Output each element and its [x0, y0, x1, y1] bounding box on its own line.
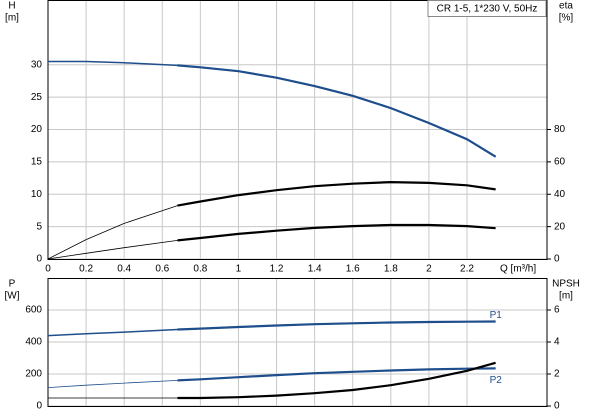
plot-frame: [47, 0, 548, 260]
y-axis-unit: [W]: [5, 291, 20, 302]
x-tick-label: 1.8: [384, 264, 398, 275]
curve-duty-range: [177, 223, 496, 242]
y-tick-label: 5: [36, 221, 42, 232]
y-tick-label: 30: [31, 59, 43, 70]
legend-box: [427, 0, 547, 17]
plot-frame: [47, 278, 548, 407]
curve-duty-range: [177, 320, 496, 331]
y2-tick-label: 4: [554, 337, 560, 348]
y2-tick-label: 0: [554, 401, 560, 412]
y2-tick-label: 20: [554, 221, 566, 232]
y2-axis-unit: [m]: [559, 291, 573, 302]
y-axis-label: P: [9, 279, 16, 290]
y-tick-label: 200: [25, 369, 42, 380]
x-axis-label: Q [m³/h]: [500, 264, 536, 275]
curve-duty-range: [177, 64, 497, 158]
x-tick-label: 0.6: [155, 264, 169, 275]
y2-tick-label: 60: [554, 157, 566, 168]
x-tick-label: 2: [426, 264, 432, 275]
y-tick-label: 0: [36, 401, 42, 412]
legend-text: CR 1-5, 1*230 V, 50Hz: [437, 4, 538, 15]
x-tick-label: 1.4: [308, 264, 322, 275]
x-tick-label: 1.6: [346, 264, 360, 275]
x-tick-label: 2.2: [460, 264, 474, 275]
y2-axis-label: eta: [559, 1, 573, 12]
y2-tick-label: 0: [554, 254, 560, 265]
y-axis-label: H: [8, 1, 15, 12]
y-tick-label: 400: [25, 337, 42, 348]
y-tick-label: 15: [31, 157, 43, 168]
x-tick-label: 0.8: [193, 264, 207, 275]
x-tick-label: 0.2: [79, 264, 93, 275]
x-tick-label: 0.4: [117, 264, 131, 275]
y-axis-unit: [m]: [5, 13, 19, 24]
y-tick-label: 25: [31, 92, 43, 103]
y-tick-label: 10: [31, 189, 43, 200]
x-tick-label: 0: [45, 264, 51, 275]
x-tick-label: 1.2: [270, 264, 284, 275]
y2-tick-label: 80: [554, 124, 566, 135]
y2-tick-label: 6: [554, 305, 560, 316]
curve-duty-range: [177, 367, 496, 382]
y-tick-label: 0: [36, 254, 42, 265]
y2-axis-unit: [%]: [559, 13, 574, 24]
curve-duty-range: [177, 361, 496, 400]
y-tick-label: 20: [31, 124, 43, 135]
curve-duty-range: [177, 180, 496, 207]
y2-tick-label: 2: [554, 369, 560, 380]
y2-axis-label: NPSH: [552, 279, 580, 290]
y2-tick-label: 40: [554, 189, 566, 200]
x-tick-label: 1: [236, 264, 242, 275]
curve-label: P1: [490, 310, 503, 321]
y-tick-label: 600: [25, 305, 42, 316]
curve-label: P2: [490, 375, 503, 386]
